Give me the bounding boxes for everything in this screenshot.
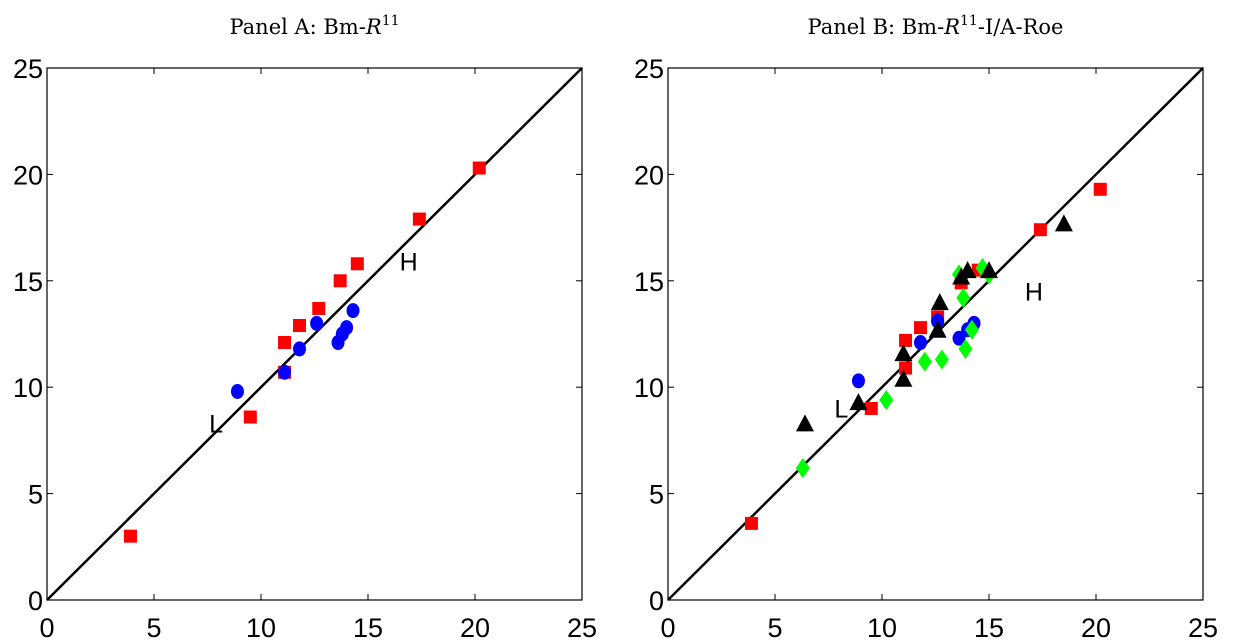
y-tick-label: 20	[13, 160, 43, 190]
data-point-circle	[293, 341, 307, 357]
x-tick-label: 15	[353, 613, 383, 641]
title-superscript: 11	[960, 13, 978, 29]
plot-area	[667, 67, 1204, 601]
y-tick-label: 10	[13, 373, 43, 403]
data-point-circle	[952, 330, 966, 346]
data-point-circle	[310, 315, 324, 331]
data-point-square	[278, 336, 292, 350]
x-tick-label: 5	[146, 613, 161, 641]
data-point-square	[333, 274, 347, 288]
data-point-triangle	[930, 293, 949, 311]
data-point-triangle	[958, 261, 977, 279]
data-point-triangle	[894, 344, 913, 362]
y-tick-label: 5	[28, 480, 43, 510]
title-prefix: Panel B: Bm-	[808, 15, 945, 39]
x-tick-label: 5	[767, 613, 782, 641]
y-tick-label: 20	[634, 160, 664, 190]
data-point-triangle	[795, 414, 814, 432]
x-tick-label: 15	[974, 613, 1004, 641]
annotation-l: L	[834, 395, 848, 423]
y-tick-label: 0	[28, 586, 43, 616]
y-tick-label: 25	[13, 54, 43, 84]
x-tick-label: 25	[1188, 613, 1218, 641]
data-point-square	[243, 410, 257, 424]
title-superscript: 11	[382, 13, 400, 29]
data-point-diamond	[956, 287, 971, 308]
y-tick-label: 10	[634, 373, 664, 403]
data-point-diamond	[958, 338, 973, 359]
x-tick-label: 25	[567, 613, 597, 641]
data-point-square	[1093, 182, 1107, 196]
title-prefix: Panel A: Bm-	[229, 15, 365, 39]
data-point-square	[472, 161, 486, 175]
panel-a: Panel A: Bm-R11 0 5 10 15 20 25 0 5 10 15 20 25 L H	[13, 13, 597, 641]
title-variable: R	[365, 15, 382, 39]
data-point-triangle	[849, 393, 868, 411]
panel-title: Panel B: Bm-R11-I/A-Roe	[808, 13, 1064, 39]
data-point-square	[744, 516, 758, 530]
data-point-square	[293, 318, 307, 332]
plot-area	[46, 67, 583, 601]
data-point-triangle	[1054, 214, 1073, 232]
data-point-diamond	[917, 351, 932, 372]
data-point-square	[412, 212, 426, 226]
data-point-triangle	[894, 369, 913, 387]
data-point-diamond	[879, 389, 894, 410]
data-point-square	[899, 361, 913, 375]
x-tick-label: 0	[660, 613, 675, 641]
x-tick-label: 0	[39, 613, 54, 641]
data-point-square	[1033, 223, 1047, 237]
data-point-diamond	[934, 349, 949, 370]
data-point-triangle	[980, 261, 998, 279]
data-point-circle	[230, 383, 244, 399]
x-tick-label: 10	[246, 613, 276, 641]
y-tick-label: 15	[634, 267, 664, 297]
title-variable: R	[943, 15, 960, 39]
identity-line	[46, 67, 583, 601]
y-tick-label: 0	[649, 586, 664, 616]
data-point-circle	[851, 373, 865, 389]
data-point-triangle	[928, 320, 947, 338]
annotation-l: L	[209, 410, 223, 438]
y-tick-label: 5	[649, 480, 664, 510]
y-tick-label: 25	[634, 54, 664, 84]
data-point-square	[899, 333, 913, 347]
x-tick-label: 20	[1081, 613, 1111, 641]
x-tick-label: 20	[460, 613, 490, 641]
data-point-circle	[914, 335, 928, 351]
data-point-circle	[340, 320, 354, 336]
annotation-h: H	[400, 249, 418, 277]
annotation-h: H	[1025, 278, 1043, 306]
data-point-circle	[346, 303, 360, 319]
y-tick-label: 15	[13, 267, 43, 297]
x-tick-label: 10	[867, 613, 897, 641]
panel-b: Panel B: Bm-R11-I/A-Roe 0 5 10 15 20 25 0 5 10 15 2…	[634, 13, 1218, 641]
data-point-square	[123, 529, 137, 543]
data-point-diamond	[964, 319, 979, 340]
data-point-square	[312, 301, 326, 315]
data-point-square	[914, 321, 928, 335]
panel-title: Panel A: Bm-R11	[229, 13, 399, 39]
data-point-diamond	[795, 458, 810, 479]
data-point-square	[864, 401, 878, 415]
data-point-circle	[278, 364, 292, 380]
title-suffix: -I/A-Roe	[978, 15, 1064, 39]
data-point-square	[350, 257, 364, 271]
